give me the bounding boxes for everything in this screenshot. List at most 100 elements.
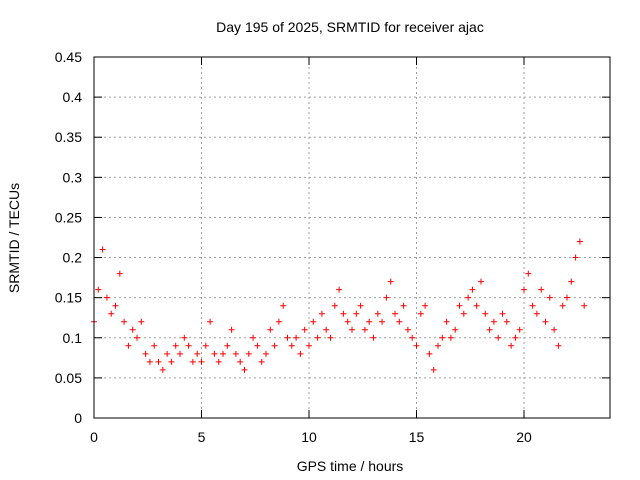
data-point bbox=[121, 318, 128, 325]
data-point bbox=[564, 294, 570, 301]
data-point bbox=[215, 358, 222, 365]
data-point bbox=[181, 334, 188, 341]
data-point bbox=[409, 334, 416, 341]
data-point bbox=[207, 318, 214, 325]
data-point bbox=[146, 358, 153, 365]
data-point bbox=[323, 326, 330, 333]
data-point bbox=[250, 334, 257, 341]
data-point bbox=[417, 310, 424, 317]
data-point bbox=[357, 302, 364, 309]
y-tick-label: 0.15 bbox=[55, 290, 82, 306]
x-axis-ticks: 0 5 10 15 20 bbox=[90, 57, 532, 445]
data-point bbox=[301, 326, 308, 333]
data-point bbox=[228, 326, 235, 333]
data-point bbox=[138, 318, 145, 325]
data-point bbox=[422, 302, 429, 309]
data-point bbox=[306, 342, 312, 349]
data-point bbox=[232, 350, 239, 357]
x-axis-label: GPS time / hours bbox=[297, 458, 404, 474]
y-tick-label: 0.25 bbox=[55, 209, 82, 225]
data-point bbox=[499, 310, 506, 317]
y-tick-label: 0.05 bbox=[55, 370, 82, 386]
data-point bbox=[508, 342, 515, 349]
data-point bbox=[349, 326, 355, 333]
y-tick-label: 0.35 bbox=[55, 129, 82, 145]
data-point bbox=[99, 246, 106, 253]
data-point bbox=[452, 326, 459, 333]
y-axis-ticks: 0 0.05 0.1 0.15 0.2 0.25 0.3 0.35 0.4 0.45 bbox=[55, 49, 610, 426]
data-point bbox=[525, 270, 532, 277]
plot-frame bbox=[93, 56, 611, 419]
data-point bbox=[116, 270, 123, 277]
data-point bbox=[387, 278, 394, 285]
data-point bbox=[478, 278, 484, 285]
grid bbox=[94, 57, 610, 418]
data-point bbox=[336, 286, 343, 293]
x-tick-label: 0 bbox=[90, 429, 98, 445]
data-point bbox=[318, 310, 325, 317]
data-points bbox=[91, 238, 588, 373]
data-point bbox=[473, 302, 480, 309]
data-point bbox=[430, 366, 437, 373]
data-point bbox=[220, 350, 226, 357]
data-point bbox=[198, 358, 205, 365]
x-tick-label: 10 bbox=[301, 429, 317, 445]
data-point bbox=[142, 350, 149, 357]
data-point bbox=[516, 326, 523, 333]
data-point bbox=[396, 318, 403, 325]
data-point bbox=[103, 294, 110, 301]
data-point bbox=[426, 350, 433, 357]
data-point bbox=[172, 342, 179, 349]
data-point bbox=[370, 334, 377, 341]
data-point bbox=[576, 238, 583, 245]
data-point bbox=[284, 334, 291, 341]
data-point bbox=[194, 350, 201, 357]
data-point bbox=[400, 302, 407, 309]
data-point bbox=[495, 334, 502, 341]
data-point bbox=[327, 334, 334, 341]
data-point bbox=[164, 350, 171, 357]
data-point bbox=[392, 310, 398, 317]
data-point bbox=[280, 302, 287, 309]
chart-title: Day 195 of 2025, SRMTID for receiver aja… bbox=[216, 19, 484, 35]
y-tick-label: 0.4 bbox=[63, 89, 83, 105]
data-point bbox=[512, 334, 519, 341]
x-tick-label: 5 bbox=[198, 429, 206, 445]
data-point bbox=[344, 318, 351, 325]
data-point bbox=[482, 310, 489, 317]
y-axis-label: SRMTID / TECUs bbox=[6, 183, 22, 293]
data-point bbox=[581, 302, 588, 309]
data-point bbox=[297, 350, 304, 357]
data-point bbox=[559, 302, 566, 309]
data-point bbox=[177, 350, 183, 357]
data-point bbox=[258, 358, 265, 365]
data-point bbox=[254, 342, 261, 349]
data-point bbox=[151, 342, 158, 349]
data-point bbox=[224, 342, 231, 349]
data-point bbox=[486, 326, 493, 333]
data-point bbox=[159, 366, 166, 373]
data-point bbox=[456, 302, 463, 309]
data-point bbox=[538, 286, 545, 293]
y-tick-label: 0.2 bbox=[63, 250, 83, 266]
data-point bbox=[310, 318, 317, 325]
data-point bbox=[460, 310, 467, 317]
data-point bbox=[361, 326, 368, 333]
data-point bbox=[95, 286, 102, 293]
data-point bbox=[443, 318, 450, 325]
data-point bbox=[533, 310, 540, 317]
data-point bbox=[521, 286, 527, 293]
data-point bbox=[404, 326, 411, 333]
y-tick-label: 0.3 bbox=[63, 169, 83, 185]
data-point bbox=[267, 326, 274, 333]
data-point bbox=[447, 334, 454, 341]
data-point bbox=[263, 350, 269, 357]
data-point bbox=[353, 310, 360, 317]
data-point bbox=[245, 350, 252, 357]
data-point bbox=[529, 302, 536, 309]
data-point bbox=[555, 342, 562, 349]
data-point bbox=[293, 334, 300, 341]
data-point bbox=[439, 334, 446, 341]
y-tick-label: 0.1 bbox=[63, 330, 83, 346]
data-point bbox=[314, 334, 321, 341]
